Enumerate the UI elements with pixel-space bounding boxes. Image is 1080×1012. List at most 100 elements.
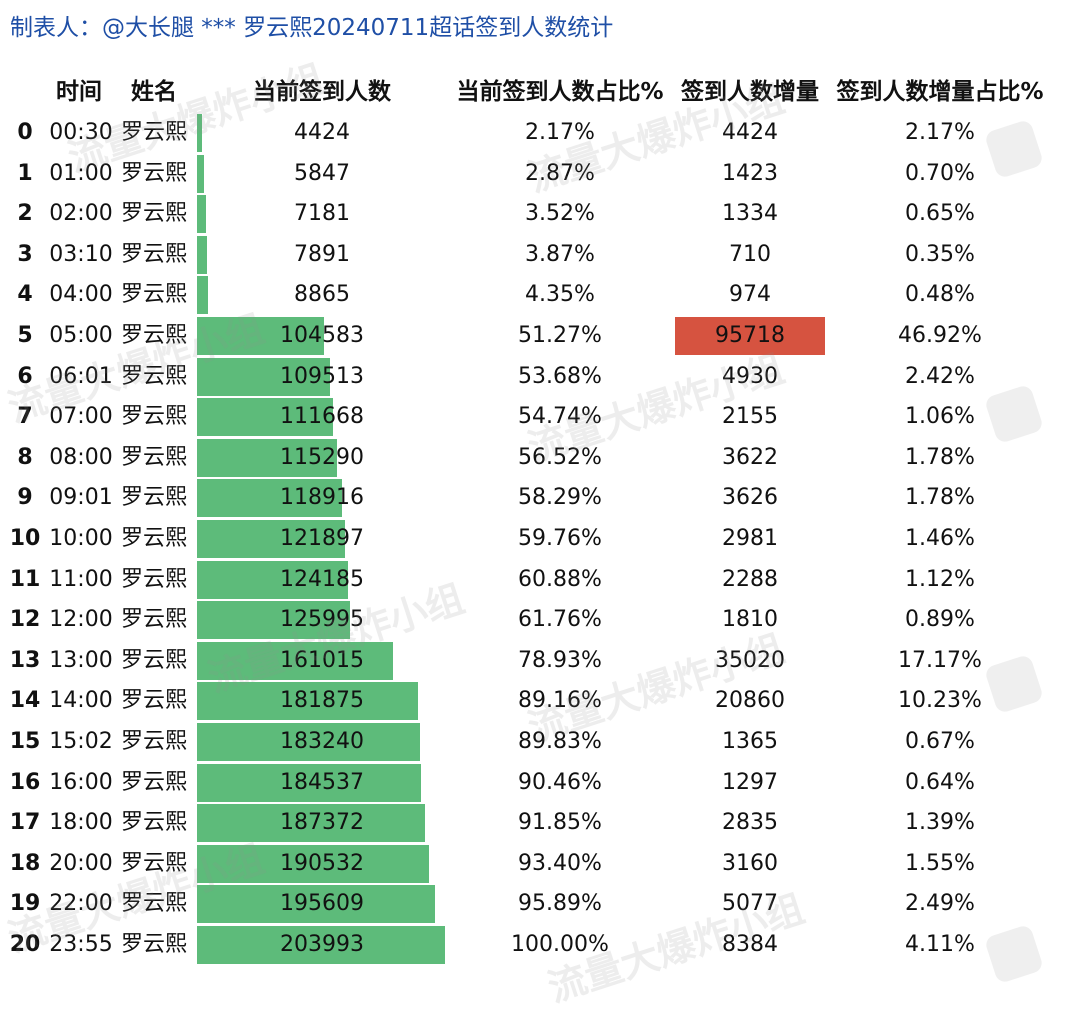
increment-pct-cell: 17.17% (898, 647, 982, 673)
row-index: 2 (17, 201, 33, 227)
count-pct-cell: 89.83% (518, 729, 602, 754)
count-bar (197, 682, 419, 721)
row-index: 6 (17, 363, 33, 389)
time-cell: 05:00 (49, 323, 113, 348)
increment-pct-cell: 1.12% (905, 566, 975, 592)
count-bar (197, 479, 342, 518)
count-pct-cell: 93.40% (518, 850, 602, 876)
increment-cell: 5077 (722, 891, 778, 917)
increment-cell: 1334 (722, 201, 778, 227)
count-cell: 203993 (280, 932, 364, 957)
increment-cell: 3160 (722, 850, 778, 876)
table-row: 20 23:55 罗云熙 203993 100.00% 8384 4.11% (0, 925, 1080, 966)
count-bar (197, 641, 393, 680)
increment-pct-cell: 0.64% (905, 769, 975, 795)
column-header-increment-pct: 签到人数增量占比% (836, 79, 1044, 105)
table-row: 6 06:01 罗云熙 109513 53.68% 4930 2.42% (0, 357, 1080, 398)
count-bar (197, 520, 346, 558)
time-cell: 11:00 (49, 566, 113, 592)
name-cell: 罗云熙 (120, 485, 187, 511)
increment-cell: 3626 (722, 485, 778, 511)
table-row: 1 01:00 罗云熙 5847 2.87% 1423 0.70% (0, 154, 1080, 195)
increment-cell: 2981 (722, 526, 778, 551)
count-bar (197, 317, 325, 355)
count-bar (197, 154, 205, 193)
name-cell: 罗云熙 (120, 526, 187, 551)
name-cell: 罗云熙 (120, 891, 187, 917)
table-row: 2 02:00 罗云熙 7181 3.52% 1334 0.65% (0, 194, 1080, 235)
table-row: 4 04:00 罗云熙 8865 4.35% 974 0.48% (0, 275, 1080, 316)
time-cell: 01:00 (49, 160, 113, 186)
time-cell: 12:00 (49, 607, 113, 633)
increment-cell: 1810 (722, 607, 778, 633)
increment-cell: 974 (729, 282, 771, 308)
count-cell: 7181 (294, 201, 350, 227)
count-cell: 187372 (280, 810, 364, 836)
count-bar (197, 398, 333, 437)
name-cell: 罗云熙 (120, 810, 187, 836)
table-row: 8 08:00 罗云熙 115290 56.52% 3622 1.78% (0, 438, 1080, 479)
count-cell: 115290 (280, 444, 364, 470)
table-row: 14 14:00 罗云熙 181875 89.16% 20860 10.23% (0, 681, 1080, 722)
increment-pct-cell: 1.39% (905, 810, 975, 836)
name-cell: 罗云熙 (120, 607, 187, 633)
name-cell: 罗云熙 (120, 850, 187, 876)
time-cell: 20:00 (49, 850, 113, 876)
count-cell: 109513 (280, 363, 364, 389)
row-index: 19 (9, 891, 41, 917)
row-index: 14 (9, 688, 41, 714)
time-cell: 23:55 (49, 932, 113, 957)
table-row: 5 05:00 罗云熙 104583 51.27% 95718 46.92% (0, 316, 1080, 357)
name-cell: 罗云熙 (120, 160, 187, 186)
increment-pct-cell: 4.11% (905, 932, 975, 957)
increment-pct-cell: 0.35% (905, 241, 975, 267)
increment-cell: 2288 (722, 566, 778, 592)
increment-pct-cell: 0.67% (905, 729, 975, 754)
table-row: 18 20:00 罗云熙 190532 93.40% 3160 1.55% (0, 844, 1080, 885)
row-index: 18 (9, 850, 41, 876)
table-row: 7 07:00 罗云熙 111668 54.74% 2155 1.06% (0, 397, 1080, 438)
count-cell: 183240 (280, 729, 364, 754)
count-pct-cell: 91.85% (518, 810, 602, 836)
count-bar (197, 885, 435, 924)
count-pct-cell: 2.87% (525, 160, 595, 186)
name-cell: 罗云熙 (120, 323, 187, 348)
count-bar (197, 926, 445, 964)
row-index: 16 (9, 769, 41, 795)
column-header-time: 时间 (56, 79, 102, 105)
count-cell: 8865 (294, 282, 350, 308)
count-bar (197, 235, 207, 274)
increment-cell: 20860 (715, 688, 785, 714)
time-cell: 07:00 (49, 404, 113, 430)
count-pct-cell: 60.88% (518, 566, 602, 592)
increment-pct-cell: 2.49% (905, 891, 975, 917)
time-cell: 16:00 (49, 769, 113, 795)
time-cell: 10:00 (49, 526, 113, 551)
count-cell: 5847 (294, 160, 350, 186)
table-row: 12 12:00 罗云熙 125995 61.76% 1810 0.89% (0, 600, 1080, 641)
count-pct-cell: 56.52% (518, 444, 602, 470)
time-cell: 06:01 (49, 363, 113, 389)
name-cell: 罗云熙 (120, 444, 187, 470)
time-cell: 08:00 (49, 444, 113, 470)
count-pct-cell: 100.00% (511, 932, 609, 957)
name-cell: 罗云熙 (120, 404, 187, 430)
count-cell: 181875 (280, 688, 364, 714)
count-pct-cell: 95.89% (518, 891, 602, 917)
column-header-count-pct: 当前签到人数占比% (456, 79, 664, 105)
increment-cell: 1365 (722, 729, 778, 754)
column-header-name: 姓名 (131, 79, 177, 105)
count-bar (197, 438, 338, 477)
time-cell: 09:01 (49, 485, 113, 511)
row-index: 4 (17, 282, 33, 308)
increment-pct-cell: 0.70% (905, 160, 975, 186)
increment-pct-cell: 0.65% (905, 201, 975, 227)
count-pct-cell: 54.74% (518, 404, 602, 430)
name-cell: 罗云熙 (120, 688, 187, 714)
increment-pct-cell: 2.17% (905, 120, 975, 145)
increment-cell: 3622 (722, 444, 778, 470)
count-pct-cell: 4.35% (525, 282, 595, 308)
count-pct-cell: 3.52% (525, 201, 595, 227)
increment-cell: 1297 (722, 769, 778, 795)
count-bar (197, 276, 208, 315)
